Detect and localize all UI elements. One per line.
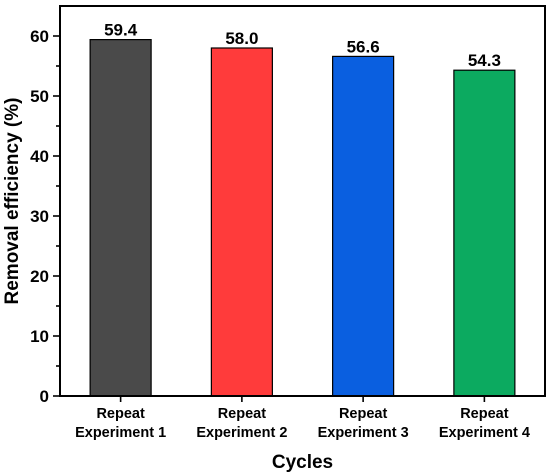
y-tick-label: 60 bbox=[30, 27, 49, 46]
y-tick-label: 0 bbox=[40, 387, 49, 406]
x-tick-label: Experiment 2 bbox=[196, 425, 287, 441]
data-labels: 59.4 58.0 56.6 54.3 bbox=[104, 21, 501, 71]
data-label: 56.6 bbox=[347, 37, 380, 56]
x-tick-label: Experiment 1 bbox=[75, 425, 166, 441]
plot-frame bbox=[59, 5, 546, 397]
bar-experiment-3 bbox=[332, 55, 395, 397]
y-axis: 0 10 20 30 40 50 60 bbox=[30, 27, 60, 406]
bar-experiment-2 bbox=[210, 47, 273, 397]
x-tick-label: Repeat bbox=[339, 406, 388, 422]
x-tick-label: Repeat bbox=[96, 406, 145, 422]
bar-experiment-1 bbox=[89, 38, 152, 397]
y-tick-label: 30 bbox=[30, 207, 49, 226]
x-axis-title: Cycles bbox=[272, 452, 333, 473]
y-tick-label: 50 bbox=[30, 87, 49, 106]
y-tick-label: 10 bbox=[30, 327, 49, 346]
x-tick-label: Repeat bbox=[218, 406, 267, 422]
y-axis-title: Removal efficiency (%) bbox=[2, 98, 23, 305]
data-label: 54.3 bbox=[468, 51, 501, 70]
x-tick-label: Repeat bbox=[460, 406, 509, 422]
x-axis: Repeat Experiment 1 Repeat Experiment 2 Repe… bbox=[75, 396, 530, 441]
data-label: 58.0 bbox=[225, 29, 258, 48]
y-tick-label: 40 bbox=[30, 147, 49, 166]
data-label: 59.4 bbox=[104, 21, 138, 40]
y-tick-label: 20 bbox=[30, 267, 49, 286]
bars bbox=[89, 38, 516, 397]
x-tick-label: Experiment 3 bbox=[318, 425, 409, 441]
bar-experiment-4 bbox=[453, 69, 516, 397]
x-tick-label: Experiment 4 bbox=[439, 425, 530, 441]
